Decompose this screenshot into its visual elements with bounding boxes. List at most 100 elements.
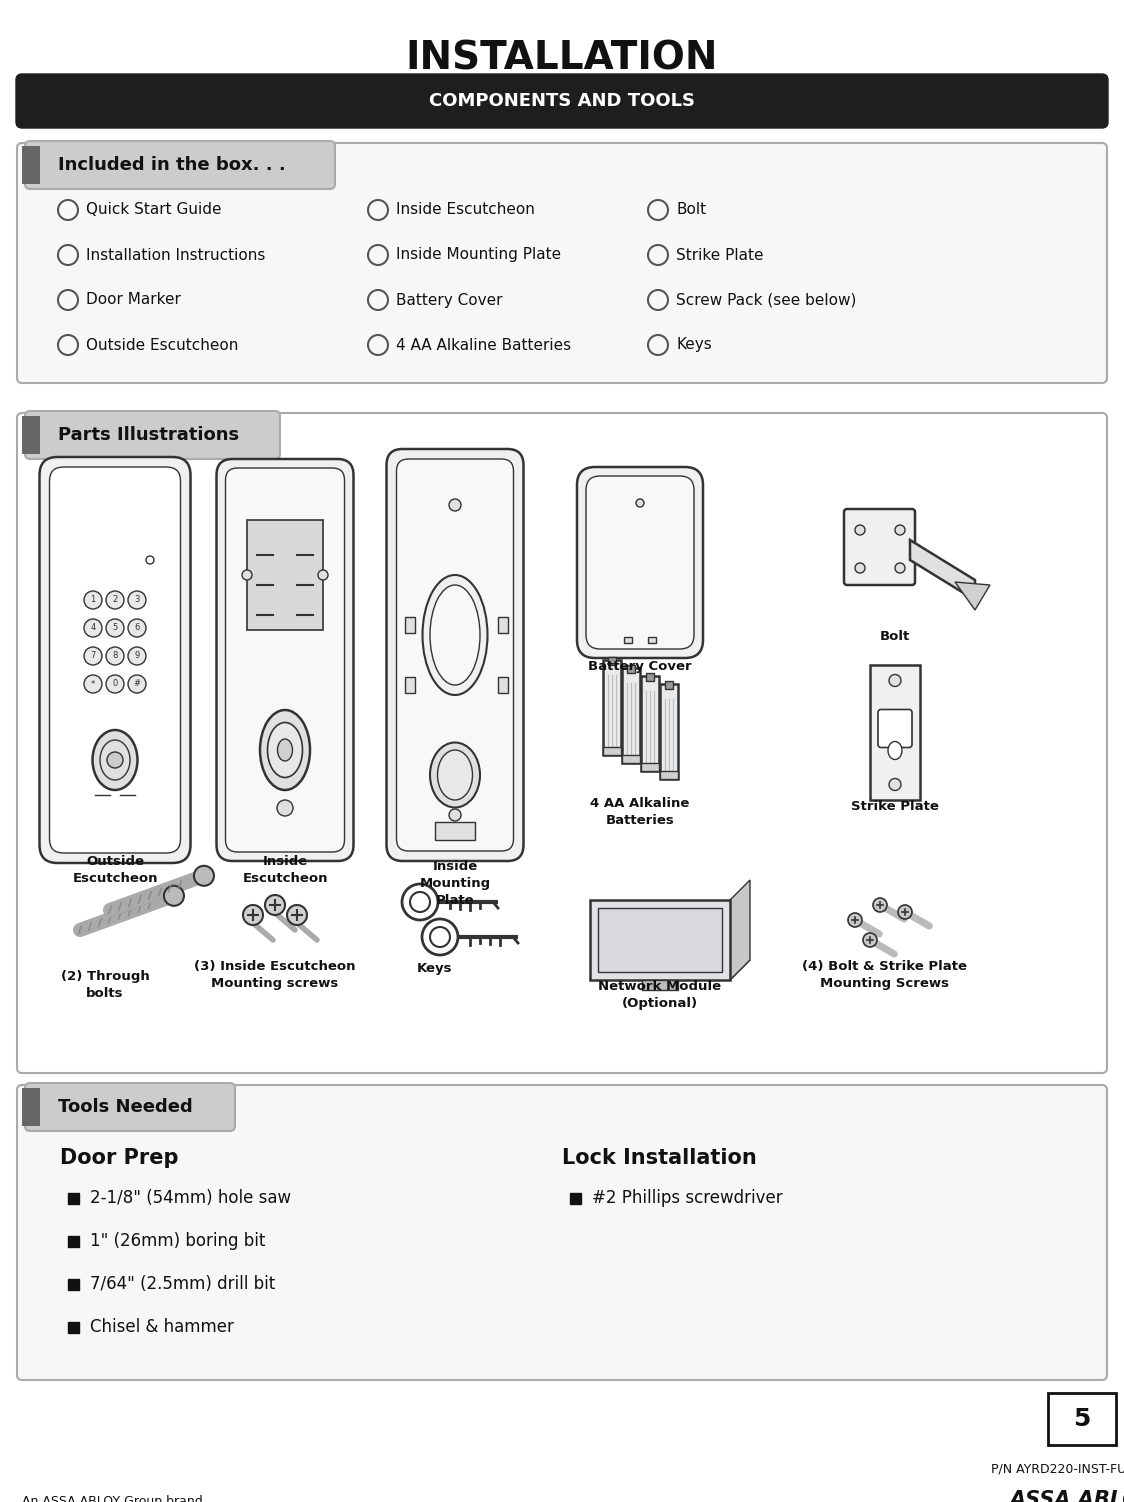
Text: (2) Through
bolts: (2) Through bolts	[61, 970, 149, 1000]
Text: Inside
Escutcheon: Inside Escutcheon	[243, 855, 328, 885]
Text: (3) Inside Escutcheon
Mounting screws: (3) Inside Escutcheon Mounting screws	[194, 960, 356, 990]
Bar	[247, 520, 323, 629]
FancyBboxPatch shape	[25, 1083, 235, 1131]
Bar	[624, 637, 632, 643]
Circle shape	[242, 569, 252, 580]
Bar	[435, 822, 475, 840]
Bar	[67, 1322, 79, 1332]
Circle shape	[106, 619, 124, 637]
Text: Keys: Keys	[417, 961, 453, 975]
Bar	[67, 1236, 79, 1247]
Text: #2 Phillips screwdriver: #2 Phillips screwdriver	[592, 1190, 782, 1208]
Bar	[622, 756, 640, 763]
Bar	[22, 416, 40, 454]
Bar	[608, 656, 616, 665]
Ellipse shape	[278, 739, 292, 762]
Circle shape	[863, 933, 877, 946]
Text: #: #	[134, 679, 140, 688]
Circle shape	[243, 906, 263, 925]
Text: Chisel & hammer: Chisel & hammer	[90, 1317, 234, 1335]
Text: Parts Illustrations: Parts Illustrations	[58, 427, 239, 445]
Text: Outside
Escutcheon: Outside Escutcheon	[72, 855, 157, 885]
Circle shape	[106, 590, 124, 608]
Bar	[67, 1193, 79, 1205]
Text: 0: 0	[112, 679, 118, 688]
Bar	[870, 665, 921, 801]
Ellipse shape	[100, 740, 130, 780]
Text: 6: 6	[134, 623, 139, 632]
FancyBboxPatch shape	[586, 476, 694, 649]
Circle shape	[128, 619, 146, 637]
Text: Included in the box. . .: Included in the box. . .	[58, 156, 285, 174]
Text: Door Prep: Door Prep	[60, 1148, 179, 1169]
Text: 7/64" (2.5mm) drill bit: 7/64" (2.5mm) drill bit	[90, 1275, 275, 1293]
Text: Quick Start Guide: Quick Start Guide	[87, 203, 221, 218]
Text: 3: 3	[134, 595, 139, 604]
Circle shape	[84, 674, 102, 692]
FancyBboxPatch shape	[17, 1084, 1107, 1380]
Circle shape	[164, 886, 184, 906]
Text: Inside Mounting Plate: Inside Mounting Plate	[396, 248, 561, 263]
Text: Bolt: Bolt	[880, 629, 910, 643]
Bar	[405, 677, 415, 692]
FancyBboxPatch shape	[217, 460, 354, 861]
Circle shape	[106, 674, 124, 692]
Circle shape	[895, 526, 905, 535]
FancyBboxPatch shape	[25, 141, 335, 189]
Circle shape	[128, 647, 146, 665]
Bar	[570, 1193, 581, 1205]
FancyBboxPatch shape	[17, 413, 1107, 1072]
Ellipse shape	[260, 710, 310, 790]
Circle shape	[106, 647, 124, 665]
Bar	[22, 1087, 40, 1126]
Text: P/N AYRD220-INST-FUL Rev B: P/N AYRD220-INST-FUL Rev B	[991, 1461, 1124, 1475]
Text: 4 AA Alkaline Batteries: 4 AA Alkaline Batteries	[396, 338, 571, 353]
FancyBboxPatch shape	[844, 509, 915, 584]
Bar	[649, 637, 656, 643]
Text: Inside
Mounting
Plate: Inside Mounting Plate	[419, 861, 490, 907]
Text: 1: 1	[90, 595, 96, 604]
Text: 2: 2	[112, 595, 118, 604]
Circle shape	[847, 913, 862, 927]
Circle shape	[318, 569, 328, 580]
Bar	[641, 676, 659, 771]
Text: *: *	[91, 679, 96, 688]
Text: Strike Plate: Strike Plate	[851, 801, 939, 813]
Circle shape	[636, 499, 644, 508]
Bar	[498, 617, 508, 632]
Bar	[67, 1280, 79, 1290]
Polygon shape	[590, 960, 750, 979]
Bar	[598, 909, 722, 972]
Ellipse shape	[430, 584, 480, 685]
Bar	[22, 146, 40, 185]
Circle shape	[107, 753, 123, 768]
Polygon shape	[955, 581, 990, 610]
Ellipse shape	[437, 749, 472, 801]
Circle shape	[277, 801, 293, 816]
Text: 4 AA Alkaline
Batteries: 4 AA Alkaline Batteries	[590, 798, 690, 828]
Text: Lock Installation: Lock Installation	[562, 1148, 756, 1169]
Text: Installation Instructions: Installation Instructions	[87, 248, 265, 263]
Circle shape	[128, 590, 146, 608]
FancyBboxPatch shape	[25, 412, 280, 460]
Circle shape	[855, 563, 865, 572]
Bar	[622, 668, 640, 763]
Circle shape	[448, 499, 461, 511]
Text: Battery Cover: Battery Cover	[588, 659, 691, 673]
Text: Screw Pack (see below): Screw Pack (see below)	[676, 293, 856, 308]
Text: 5: 5	[112, 623, 118, 632]
Text: (4) Bolt & Strike Plate
Mounting Screws: (4) Bolt & Strike Plate Mounting Screws	[803, 960, 968, 990]
Circle shape	[873, 898, 887, 912]
Ellipse shape	[92, 730, 137, 790]
Text: INSTALLATION: INSTALLATION	[406, 41, 718, 78]
Ellipse shape	[268, 722, 302, 778]
Text: Strike Plate: Strike Plate	[676, 248, 763, 263]
Polygon shape	[729, 880, 750, 979]
Circle shape	[146, 556, 154, 563]
Circle shape	[128, 674, 146, 692]
Ellipse shape	[423, 575, 488, 695]
Bar	[1048, 1392, 1116, 1445]
FancyBboxPatch shape	[226, 469, 344, 852]
Bar	[602, 659, 620, 756]
FancyBboxPatch shape	[878, 709, 912, 748]
